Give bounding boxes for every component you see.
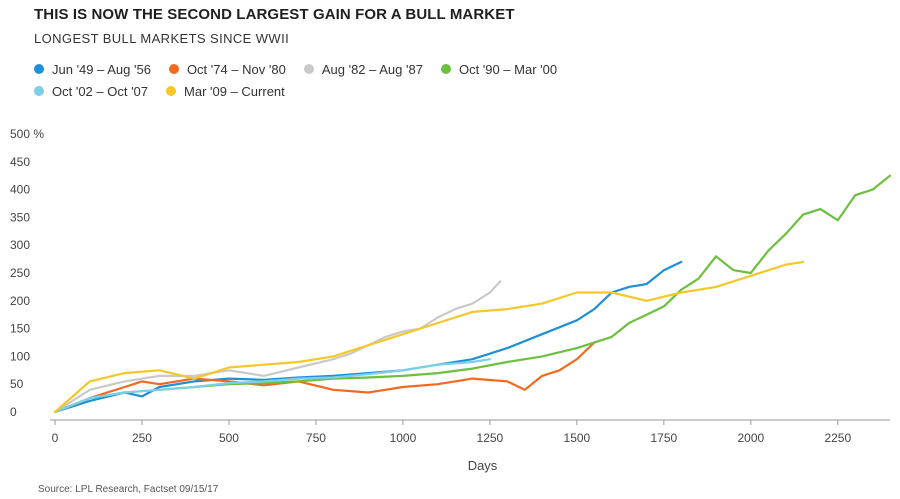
series-line-6 — [53, 260, 805, 414]
legend-label: Jun '49 – Aug '56 — [52, 61, 151, 77]
x-tick-label: 1500 — [564, 431, 591, 445]
legend-dot-icon — [303, 64, 314, 74]
x-tick-label: 2000 — [737, 431, 764, 445]
legend-dot-icon — [34, 86, 44, 96]
legend-item: Mar '09 – Current — [166, 80, 285, 102]
legend-item: Aug '82 – Aug '87 — [303, 58, 423, 80]
legend-label: Oct '02 – Oct '07 — [52, 83, 149, 99]
y-tick-label: 400 — [10, 183, 30, 197]
legend-dot-icon — [166, 86, 177, 96]
series-line-4 — [53, 174, 892, 414]
chart-title: THIS IS NOW THE SECOND LARGEST GAIN FOR … — [34, 6, 515, 23]
x-tick-label: 500 — [219, 431, 239, 445]
series-line-1 — [53, 260, 683, 414]
y-tick-label: 250 — [10, 266, 30, 280]
y-tick-label: 50 — [10, 377, 24, 391]
y-tick-label: 300 — [10, 238, 30, 252]
series-line-2 — [53, 341, 596, 414]
chart-legend: Jun '49 – Aug '56 Oct '74 – Nov '80 Aug '8… — [34, 58, 674, 102]
x-tick-label: 1750 — [651, 431, 678, 445]
chart-area: 0 50 100 150 200 250 300 350 400 450 500 % 0 250 500 7… — [10, 127, 892, 473]
x-tick-label: 1250 — [477, 431, 504, 445]
legend-item: Oct '90 – Mar '00 — [440, 58, 558, 80]
legend-item: Oct '02 – Oct '07 — [34, 80, 148, 102]
series-line-3 — [53, 280, 502, 414]
y-tick-label: 100 — [10, 349, 30, 363]
y-tick-label: 0 — [10, 405, 17, 419]
legend-item: Jun '49 – Aug '56 — [34, 58, 151, 80]
x-tick-label: 1000 — [390, 431, 417, 445]
legend-dot-icon — [440, 64, 451, 74]
x-tick-label: 250 — [132, 431, 152, 445]
legend-label: Aug '82 – Aug '87 — [321, 61, 423, 77]
legend-dot-icon — [168, 64, 179, 74]
series-line-5 — [53, 358, 491, 414]
y-tick-label: 150 — [10, 322, 30, 336]
x-tick-label: 750 — [306, 431, 326, 445]
legend-label: Mar '09 – Current — [184, 83, 285, 99]
y-tick-label: 350 — [10, 210, 30, 224]
chart-source: Source: LPL Research, Factset 09/15/17 — [38, 484, 219, 495]
legend-dot-icon — [34, 64, 44, 74]
x-tick-label: 2250 — [824, 431, 851, 445]
y-tick-label: 450 — [10, 155, 30, 169]
chart-subtitle: LONGEST BULL MARKETS SINCE WWII — [34, 31, 290, 46]
y-tick-label: 200 — [10, 294, 30, 308]
legend-item: Oct '74 – Nov '80 — [168, 58, 286, 80]
legend-label: Oct '74 – Nov '80 — [186, 61, 286, 77]
x-tick-label: 0 — [52, 431, 59, 445]
legend-label: Oct '90 – Mar '00 — [458, 61, 558, 77]
y-tick-label: 500 % — [10, 127, 44, 141]
x-axis-label: Days — [468, 458, 498, 473]
